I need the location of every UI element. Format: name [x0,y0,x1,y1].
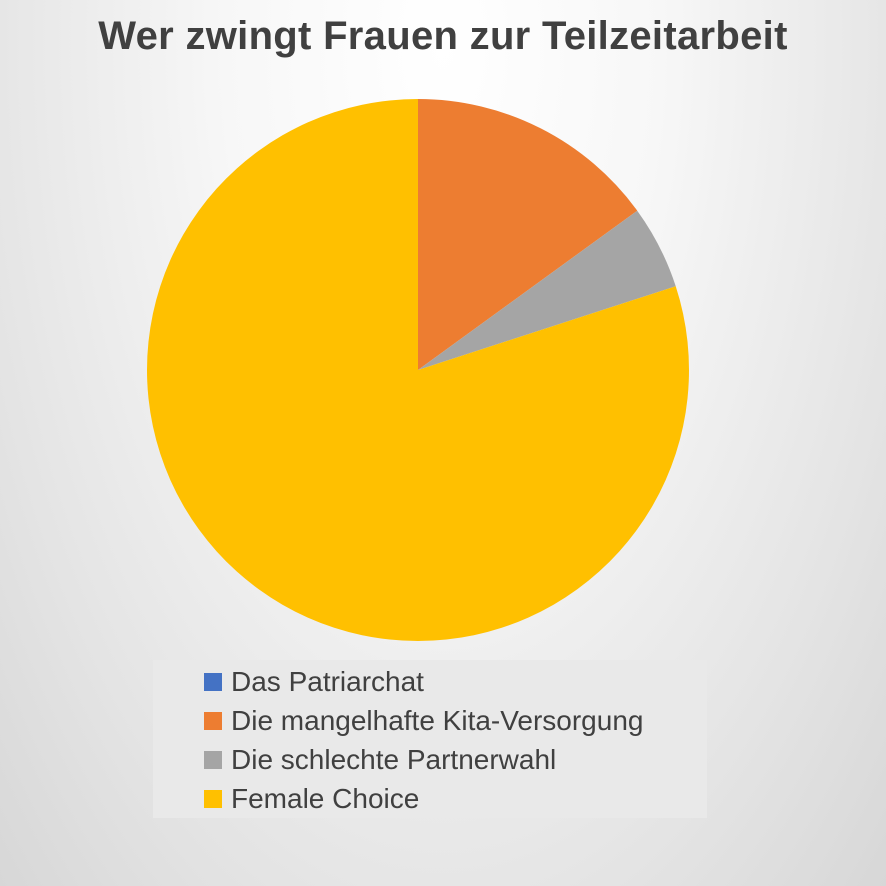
legend-swatch [204,672,222,691]
legend-label: Die schlechte Partnerwahl [231,743,557,775]
legend-item: Female Choice [204,779,707,818]
pie-slices [147,99,689,641]
legend-item: Die schlechte Partnerwahl [204,740,707,779]
legend-swatch [204,750,222,769]
legend-item: Das Patriarchat [204,662,707,701]
legend-swatch [204,789,222,808]
pie-slice-2 [418,210,676,370]
legend-label: Das Patriarchat [231,665,424,697]
legend-swatch [204,711,222,730]
legend: Das Patriarchat Die mangelhafte Kita-Ver… [153,660,707,818]
legend-label: Female Choice [231,782,420,814]
pie-slice-1 [418,99,638,370]
legend-item: Die mangelhafte Kita-Versorgung [204,701,707,740]
pie-slice-3 [147,99,689,641]
legend-label: Die mangelhafte Kita-Versorgung [231,704,644,736]
chart-title: Wer zwingt Frauen zur Teilzeitarbeit [98,14,788,58]
